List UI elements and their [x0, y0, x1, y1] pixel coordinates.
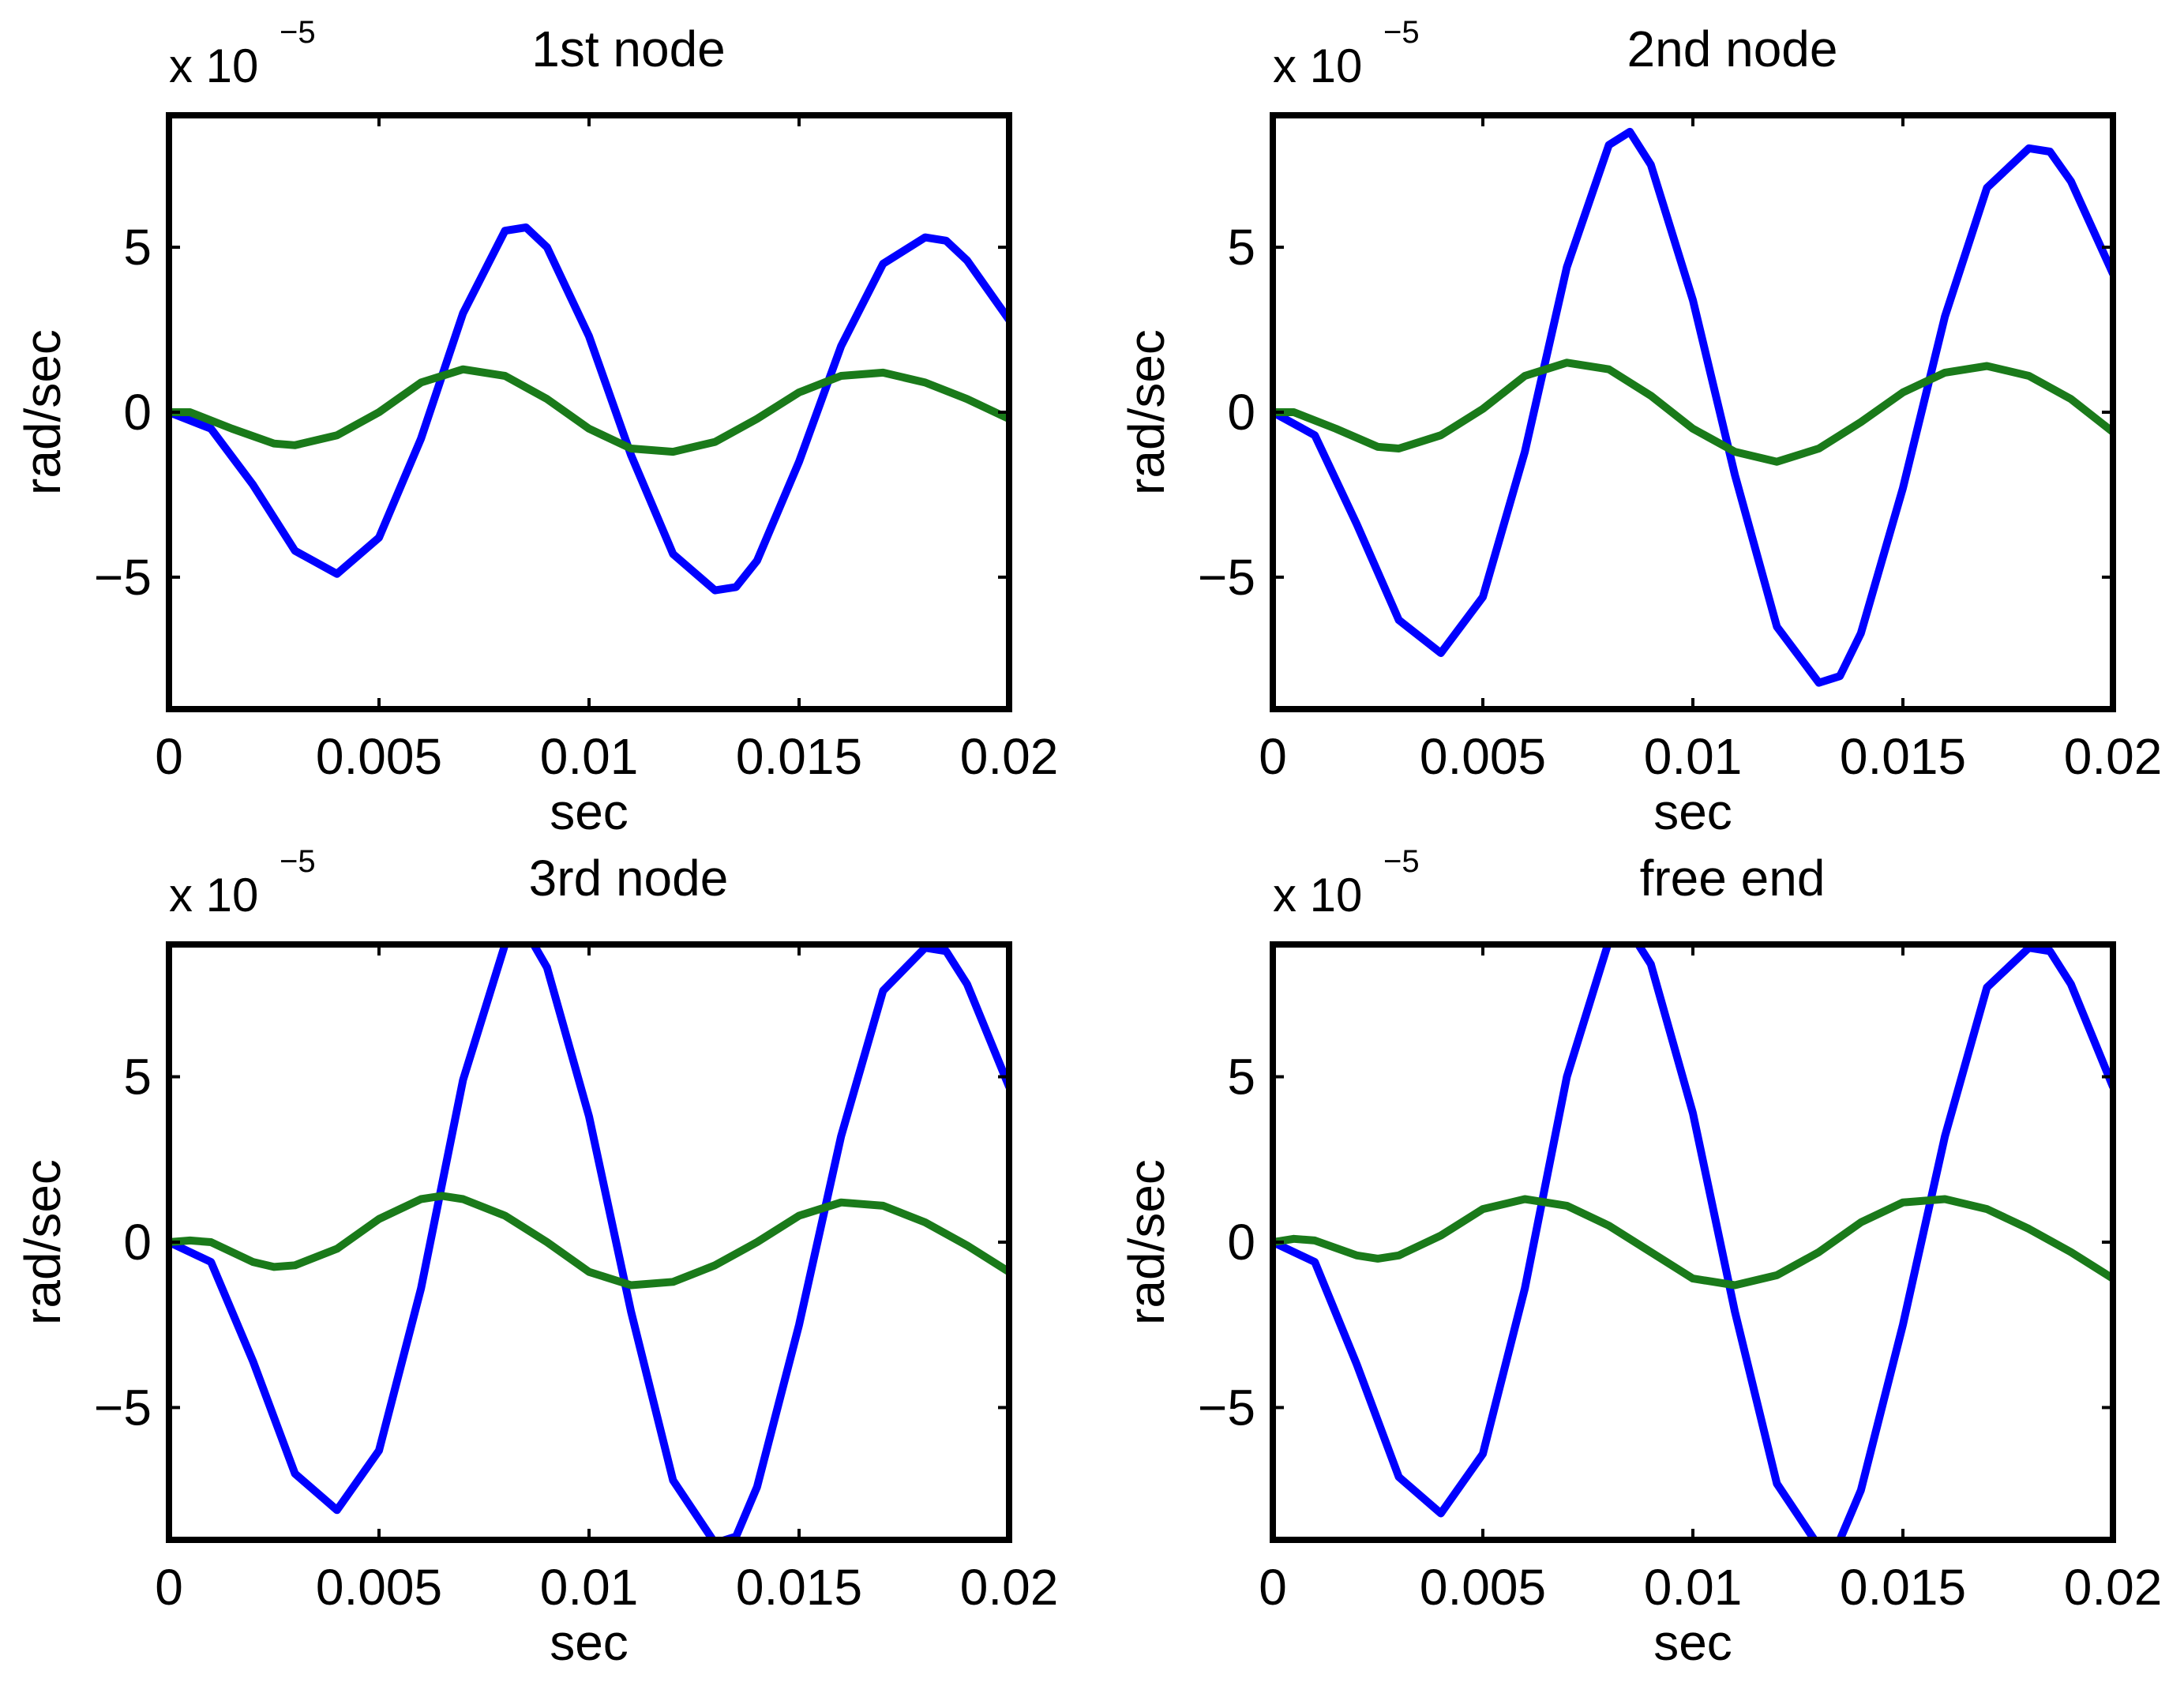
y-multiplier-base: x 10: [169, 869, 258, 922]
y-tick-label: 5: [123, 219, 152, 276]
y-axis-label: rad/sec: [14, 1159, 71, 1325]
series-line-blue: [1273, 127, 2113, 687]
y-multiplier-base: x 10: [1273, 39, 1362, 92]
subplot-4: 0 0.005 0.01 0.015 0.02 −5 0 5 free end sec rad/se…: [1118, 844, 2162, 1671]
series-line-green: [169, 1192, 1009, 1290]
y-multiplier-base: x 10: [1273, 869, 1362, 922]
y-tick-label: 5: [1227, 219, 1255, 276]
x-tick-label: 0: [155, 728, 183, 785]
y-multiplier-base: x 10: [169, 39, 258, 92]
subplot-1: 0 0.005 0.01 0.015 0.02 −5 0 5 1st node sec rad/se…: [14, 15, 1058, 840]
x-tick-label: 0: [1259, 728, 1287, 785]
x-axis-label: sec: [550, 783, 629, 840]
x-tick-label: 0.02: [2064, 728, 2163, 785]
x-tick-label: 0.02: [960, 728, 1059, 785]
y-axis-label: rad/sec: [1118, 1159, 1175, 1325]
y-axis-label: rad/sec: [14, 329, 71, 495]
y-tick-label: −5: [1198, 549, 1255, 606]
y-axis-label: rad/sec: [1118, 329, 1175, 495]
x-axis-label: sec: [1653, 783, 1732, 840]
x-tick-label: 0.015: [1840, 728, 1966, 785]
y-multiplier-exponent: −5: [280, 844, 316, 879]
axes-frame: [1270, 941, 2116, 1543]
x-axis-label: sec: [1653, 1614, 1732, 1671]
x-tick-label: 0.01: [1644, 1559, 1743, 1616]
series-line-blue: [1273, 944, 2113, 1540]
chart-title: 3rd node: [529, 850, 729, 907]
y-tick-label: −5: [94, 1379, 152, 1436]
y-tick-label: 0: [123, 384, 152, 441]
series-line-green: [1273, 359, 2113, 466]
x-tick-label: 0.005: [1420, 728, 1546, 785]
x-tick-label: 0: [1259, 1559, 1287, 1616]
x-tick-label: 0.01: [540, 728, 639, 785]
y-tick-label: 0: [1227, 1214, 1255, 1271]
y-multiplier-exponent: −5: [1383, 844, 1420, 879]
x-tick-label: 0.005: [316, 728, 442, 785]
chart-title: 2nd node: [1627, 21, 1838, 77]
x-tick-label: 0.02: [960, 1559, 1059, 1616]
series-line-blue: [169, 944, 1009, 1540]
x-tick-label: 0.02: [2064, 1559, 2163, 1616]
x-tick-label: 0.005: [316, 1559, 442, 1616]
y-tick-label: 0: [1227, 384, 1255, 441]
axes-frame: [166, 941, 1012, 1543]
y-multiplier-exponent: −5: [1383, 15, 1420, 50]
series-line-blue: [169, 223, 1009, 595]
x-tick-label: 0.015: [736, 728, 862, 785]
y-multiplier-exponent: −5: [280, 15, 316, 50]
axes-frame: [166, 112, 1012, 712]
series-line-green: [1273, 1195, 2113, 1290]
series-line-green: [169, 365, 1009, 456]
x-axis-label: sec: [550, 1614, 629, 1671]
y-tick-label: 0: [123, 1214, 152, 1271]
x-tick-label: 0.015: [1840, 1559, 1966, 1616]
y-tick-label: 5: [1227, 1049, 1255, 1106]
x-tick-label: 0.01: [1644, 728, 1743, 785]
y-tick-label: −5: [94, 549, 152, 606]
x-tick-label: 0: [155, 1559, 183, 1616]
x-tick-label: 0.005: [1420, 1559, 1546, 1616]
y-tick-label: −5: [1198, 1379, 1255, 1436]
x-tick-label: 0.015: [736, 1559, 862, 1616]
subplot-3: 0 0.005 0.01 0.015 0.02 −5 0 5 3rd node sec rad/se…: [14, 844, 1058, 1671]
x-tick-label: 0.01: [540, 1559, 639, 1616]
chart-title: free end: [1640, 850, 1826, 907]
y-tick-label: 5: [123, 1049, 152, 1106]
chart-title: 1st node: [531, 21, 726, 77]
subplot-2: 0 0.005 0.01 0.015 0.02 −5 0 5 2nd node sec rad/se…: [1118, 15, 2162, 840]
